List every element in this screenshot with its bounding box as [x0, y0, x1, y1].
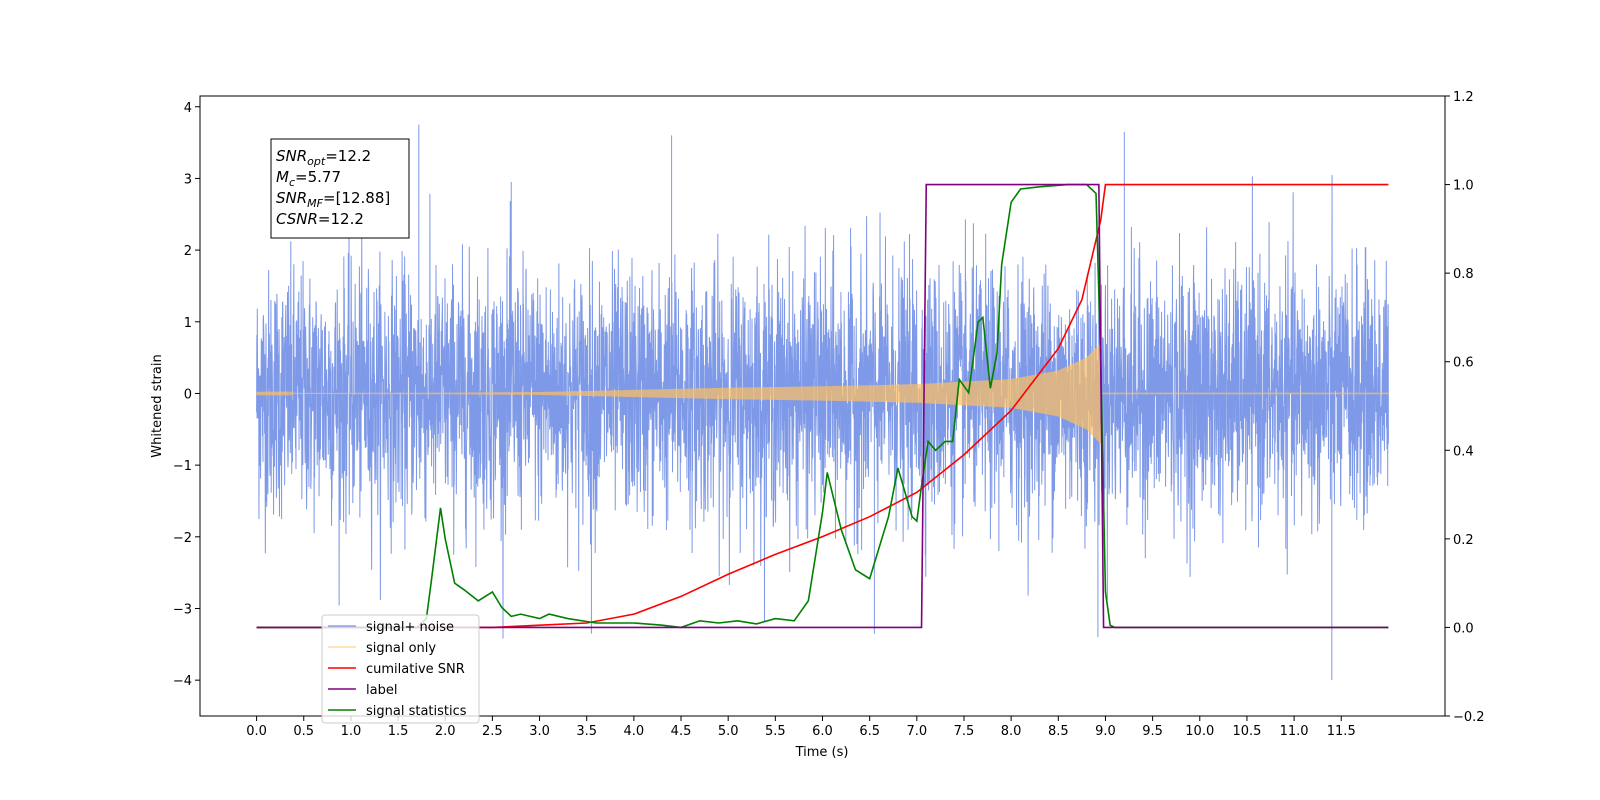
x-tick-label: 0.5: [293, 724, 314, 739]
x-tick-label: 11.5: [1327, 724, 1356, 739]
x-tick-label: 5.0: [718, 724, 739, 739]
y-tick-label: 2: [184, 244, 192, 259]
x-axis: 0.0 0.5 1.0 1.5 2.0 2.5 3.0 3.5 4.0 4.5 5.0 5.5 6.0 6…: [246, 716, 1356, 739]
legend-items: signal+ noise signal only cumilative SNR la…: [328, 620, 467, 719]
annotation-frame: [270, 138, 410, 239]
legend-label: signal only: [366, 641, 436, 656]
annotation-line: SNRMF=[12.88]: [276, 189, 390, 210]
annotation-line: CSNR=12.2: [276, 210, 364, 228]
x-tick-label: 10.5: [1232, 724, 1261, 739]
legend-label: signal statistics: [366, 704, 467, 719]
x-tick-label: 8.5: [1048, 724, 1069, 739]
y2-tick-label: 0.2: [1453, 533, 1474, 548]
x-tick-label: 10.0: [1185, 724, 1214, 739]
x-tick-label: 3.0: [529, 724, 550, 739]
x-tick-label: 5.5: [765, 724, 786, 739]
x-tick-label: 2.0: [435, 724, 456, 739]
annotation-line: SNRopt=12.2: [276, 147, 371, 168]
x-tick-label: 6.0: [812, 724, 833, 739]
series-layer: [256, 124, 1389, 681]
y2-tick-label: 0.8: [1453, 267, 1474, 282]
legend-label: cumilative SNR: [366, 662, 465, 677]
x-tick-label: 1.5: [388, 724, 409, 739]
y-tick-label: 3: [184, 172, 192, 187]
y-tick-label: −3: [173, 602, 192, 617]
series-signal-statistics: [256, 183, 1389, 629]
x-tick-label: 11.0: [1280, 724, 1309, 739]
x-tick-label: 9.0: [1095, 724, 1116, 739]
x-tick-label: 7.0: [906, 724, 927, 739]
x-tick-label: 4.5: [671, 724, 692, 739]
y-axis-label: Whitened strain: [150, 354, 165, 457]
y-tick-label: −2: [173, 531, 192, 546]
x-tick-label: 2.5: [482, 724, 503, 739]
y-tick-label: 4: [184, 101, 192, 116]
x-tick-label: 4.0: [624, 724, 645, 739]
y-axis-left: 4 3 2 1 0 −1 −2 −3 −4: [173, 101, 200, 689]
y-axis-right: 1.2 1.0 0.8 0.6 0.4 0.2 0.0 −0.2: [1445, 90, 1485, 725]
x-tick-label: 3.5: [576, 724, 597, 739]
y2-tick-label: 0.0: [1453, 621, 1474, 636]
legend: signal+ noise signal only cumilative SNR la…: [321, 614, 480, 724]
x-tick-label: 6.5: [859, 724, 880, 739]
x-tick-label: 9.5: [1142, 724, 1163, 739]
series-signal-only: [256, 343, 1389, 444]
legend-label: label: [366, 683, 397, 698]
y-tick-label: 1: [184, 316, 192, 331]
series-cumulative-snr: [256, 183, 1389, 629]
x-tick-label: 0.0: [246, 724, 267, 739]
y-tick-label: 0: [184, 387, 192, 402]
legend-frame: [321, 614, 480, 724]
x-tick-label: 8.0: [1001, 724, 1022, 739]
y-tick-label: −4: [173, 674, 192, 689]
y2-tick-label: −0.2: [1453, 710, 1485, 725]
x-tick-label: 1.0: [341, 724, 362, 739]
y2-tick-label: 1.0: [1453, 179, 1474, 194]
legend-label: signal+ noise: [366, 620, 454, 635]
y2-tick-label: 0.4: [1453, 444, 1474, 459]
y2-tick-label: 1.2: [1453, 90, 1474, 105]
y2-tick-label: 0.6: [1453, 356, 1474, 371]
series-label: [256, 183, 1389, 629]
y-tick-label: −1: [173, 459, 192, 474]
annotation-line: Mc=5.77: [276, 168, 341, 189]
x-tick-label: 7.5: [954, 724, 975, 739]
x-axis-label: Time (s): [795, 745, 849, 760]
